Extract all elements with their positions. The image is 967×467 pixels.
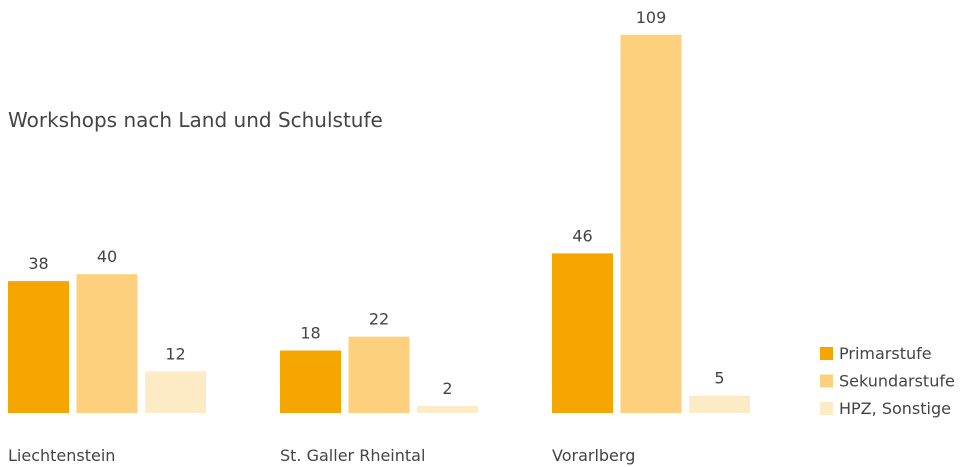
data-label: 38 [28,254,48,273]
bar [689,395,750,413]
data-label: 12 [165,344,185,363]
legend-label: Primarstufe [839,344,932,363]
legend-swatch [820,374,833,388]
legend-swatch [820,402,833,415]
data-label: 2 [442,379,452,398]
x-tick-label: Liechtenstein [8,446,115,465]
data-label: 22 [369,310,389,329]
data-label: 40 [97,247,117,266]
legend-label: Sekundarstufe [839,372,955,391]
bar [417,406,478,413]
x-tick-label: St. Galler Rheintal [280,446,425,465]
bar [348,336,410,413]
data-label: 46 [572,226,592,245]
bar [620,34,682,414]
data-label: 5 [714,369,724,388]
legend-swatch [820,347,833,360]
data-label: 18 [300,324,320,343]
bar [145,371,206,413]
bar [552,253,613,413]
bar [8,281,69,413]
bar [280,350,341,413]
x-tick-label: Vorarlberg [552,446,635,465]
chart-title: Workshops nach Land und Schulstufe [8,108,383,132]
bar [76,274,138,413]
legend-label: HPZ, Sonstige [839,399,951,418]
data-label: 109 [636,8,667,27]
